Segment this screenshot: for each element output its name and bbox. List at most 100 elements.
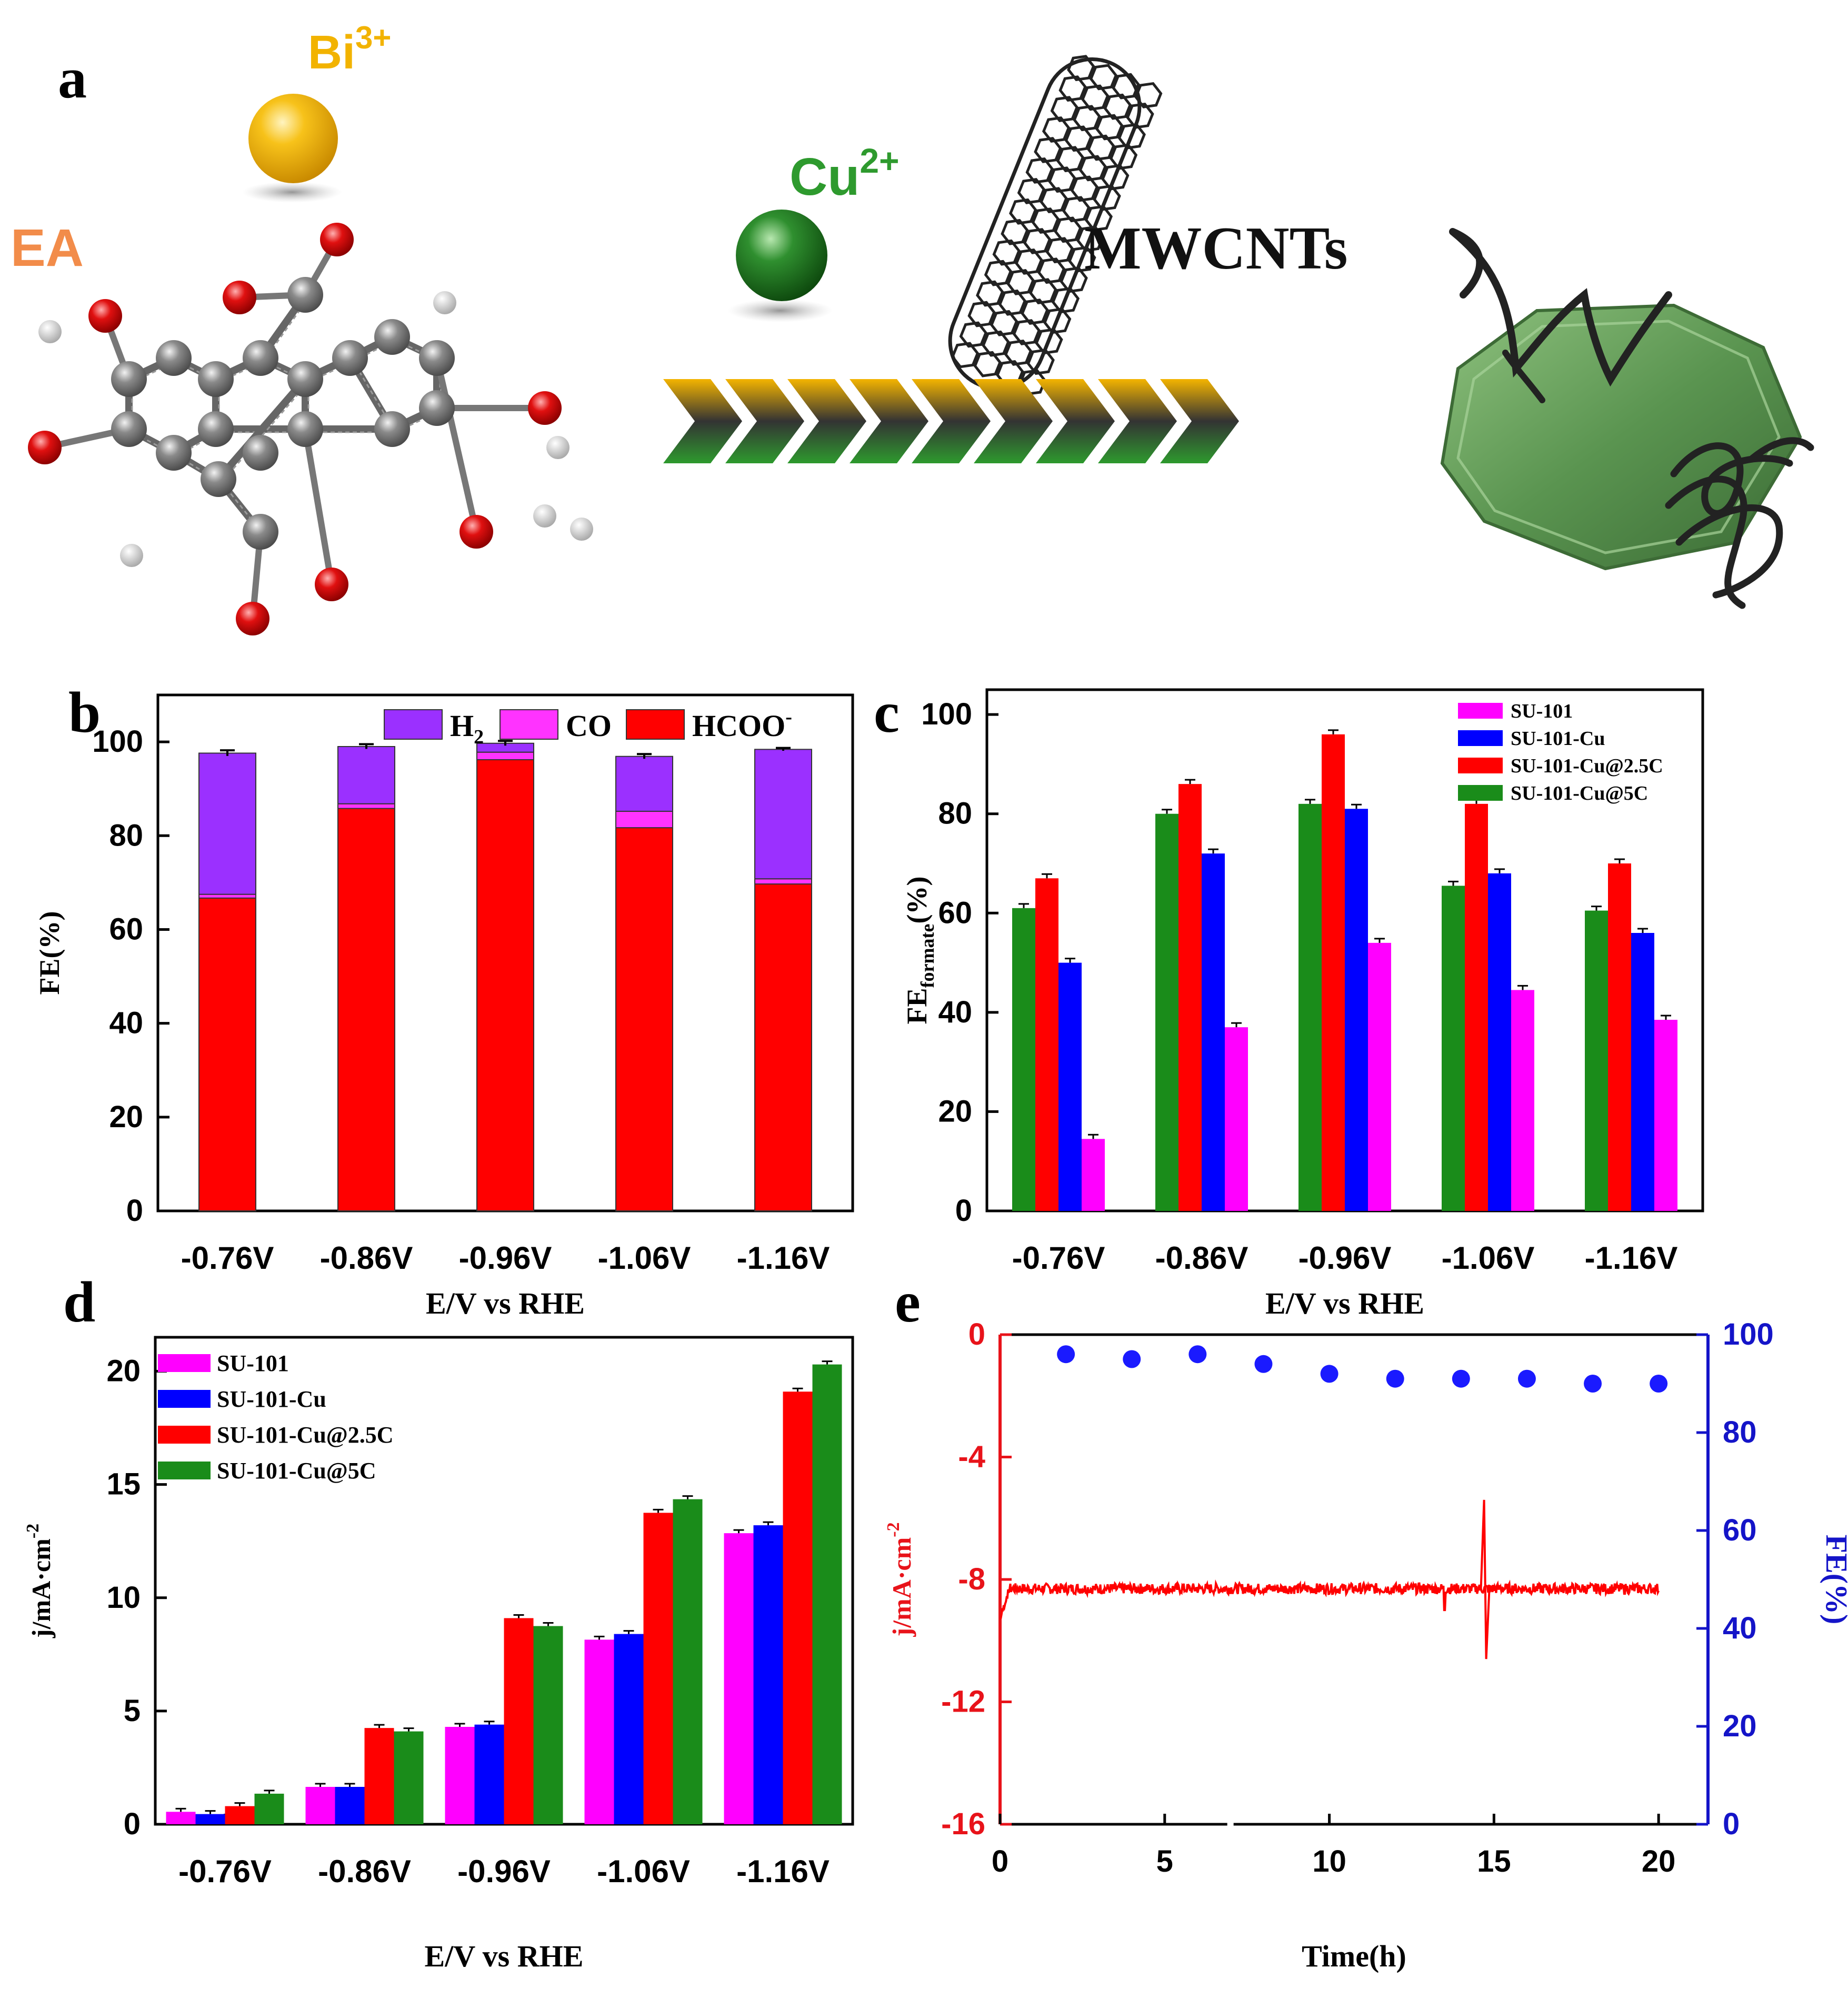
oxygen-atom [320, 223, 354, 256]
panel-e-right-tick-label: 60 [1723, 1513, 1757, 1547]
panel-c-bar-4-4 [1511, 990, 1534, 1211]
chevron-arrow-7 [1036, 379, 1115, 463]
chevron-arrow-4 [850, 379, 928, 463]
panel-c-bar-1-2 [1155, 813, 1178, 1211]
nanotube-hexagon [976, 280, 1004, 307]
panel-c-bar-2-3 [1322, 734, 1345, 1211]
panel-e-left-tick-label: 0 [968, 1317, 985, 1351]
panel-b-bar-hcoo-2 [337, 808, 395, 1211]
panel-d-bar-4-1 [254, 1793, 284, 1824]
cu-shadow [727, 299, 833, 322]
molecule-co-bond [302, 428, 335, 585]
carbon-atom [287, 411, 323, 447]
nanotube-hexagon [1050, 96, 1078, 123]
panel-b-bar-h-2 [337, 746, 395, 804]
panel-e-left-tick-label: -12 [941, 1685, 985, 1719]
panel-c-bar-4-3 [1368, 942, 1391, 1211]
panel-c-bar-4-2 [1225, 1027, 1248, 1211]
oxygen-atom [28, 431, 62, 464]
nanotube-hexagon [1035, 328, 1063, 355]
panel-c-legend-label: SU-101 [1511, 700, 1573, 722]
panel-c-legend-swatch [1458, 730, 1503, 746]
panel-c-xtick-label: -1.16V [1585, 1240, 1678, 1276]
panel-e-xlabel: Time(h) [1302, 1939, 1406, 1973]
panel-e-label: e [895, 1270, 921, 1334]
panel-c-ytick-label: 0 [955, 1194, 972, 1228]
panel-d-legend-swatch [158, 1426, 211, 1444]
nanotube-hexagon [1103, 93, 1132, 120]
carbon-atom [198, 411, 234, 447]
panel-c-bar-1-4 [1442, 886, 1465, 1211]
panel-e-left-tick-label: -8 [958, 1562, 985, 1596]
carbon-atom [156, 340, 192, 376]
nanotube-hexagon [1029, 278, 1057, 305]
panel-b-label: b [68, 680, 101, 744]
nanotube-hexagon [1073, 105, 1101, 132]
hydrogen-atom [120, 544, 143, 567]
mwcnt-label: MWCNTs [1084, 215, 1348, 282]
panel-b-ytick-label: 20 [109, 1100, 143, 1134]
panel-c-bar-3-5 [1631, 933, 1654, 1211]
carbon-atom [374, 319, 410, 355]
nanotube-hexagon [1004, 340, 1033, 366]
nanotube-hexagon [1076, 225, 1105, 252]
panel-b-bar-co-2 [337, 803, 395, 809]
panel-e-fe-point [1584, 1375, 1602, 1393]
panel-e-right-tick-label: 20 [1723, 1709, 1757, 1743]
nanotube-hexagon [1043, 307, 1072, 334]
panel-c-bar-2-1 [1035, 878, 1058, 1211]
panel-b-bar-co-4 [615, 810, 673, 829]
carbon-atom [111, 411, 147, 447]
panel-e-axis-break [1227, 1820, 1234, 1828]
nanotube-hexagon [1023, 228, 1052, 254]
chevron-arrow-1 [663, 379, 742, 463]
nanotube-hexagon [1112, 73, 1140, 100]
carbon-atom [243, 435, 278, 471]
nanotube-hexagon [1051, 287, 1080, 314]
carbon-atom [243, 340, 278, 376]
cu-ion-label: Cu2+ [790, 141, 900, 206]
chevron-arrow-3 [787, 379, 866, 463]
panel-d-ytick-label: 5 [124, 1694, 141, 1728]
panel-b-legend-swatch [384, 709, 443, 740]
nanotube-hexagon [967, 301, 996, 327]
panel-c-legend-swatch [1458, 703, 1503, 719]
panel-e-xtick-label: 15 [1477, 1844, 1511, 1878]
carbon-atom [243, 514, 278, 550]
panel-b-legend-swatch [500, 709, 558, 740]
panel-c-legend-swatch [1458, 785, 1503, 801]
panel-c-bar-1-1 [1012, 908, 1035, 1211]
carbon-atom [198, 361, 234, 397]
carbon-atom [332, 340, 368, 376]
carbon-atom [201, 461, 236, 497]
molecule-bond [215, 376, 308, 482]
nanotube-hexagon [982, 330, 1010, 357]
nanotube-hexagon [1056, 146, 1085, 173]
panel-b-xlabel: E/V vs RHE [426, 1286, 585, 1320]
carbon-atom [287, 361, 323, 397]
panel-d-bar-2-4 [614, 1634, 644, 1824]
nanotube-hexagon [1109, 143, 1138, 170]
nanotube-hexagon [1101, 164, 1130, 191]
panel-b-xtick-label: -1.16V [737, 1240, 830, 1276]
panel-d-xtick-label: -0.76V [178, 1854, 272, 1889]
nanotube-hexagon [1015, 248, 1043, 275]
panel-d-xtick-label: -1.06V [597, 1854, 690, 1889]
panel-e-xtick-label: 20 [1642, 1844, 1676, 1878]
panel-e-xtick-label: 0 [992, 1844, 1008, 1878]
nanotube-hexagon [1025, 157, 1054, 184]
panel-d-bar-2-3 [474, 1724, 504, 1824]
panel-b-bar-co-1 [198, 893, 256, 899]
nanotube-hexagon [1078, 155, 1107, 182]
carbon-atom [419, 340, 455, 376]
chevron-arrow-5 [912, 379, 991, 463]
panel-c-bar-1-3 [1298, 803, 1322, 1211]
panel-a-label: a [58, 46, 87, 110]
panel-c-ytick-label: 40 [938, 995, 972, 1029]
chevron-arrow-6 [974, 379, 1053, 463]
carbon-atom [374, 411, 410, 447]
nanotube-hexagon [1117, 123, 1146, 150]
panel-d-label: d [63, 1270, 95, 1334]
nanotube-hexagon [1054, 216, 1082, 243]
composite-octahedron-icon [1440, 228, 1814, 609]
